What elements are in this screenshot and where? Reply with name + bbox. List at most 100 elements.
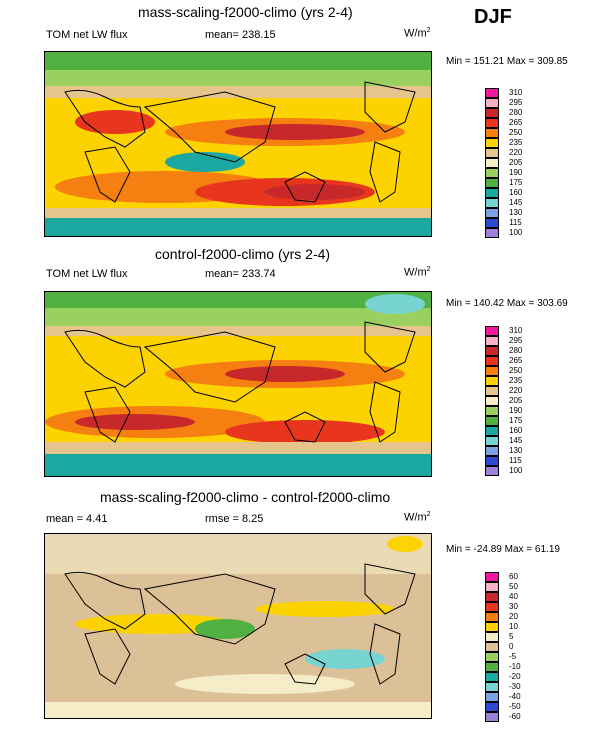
colorbar-label: 250 bbox=[509, 366, 523, 375]
colorbar-label: 60 bbox=[509, 572, 518, 581]
panel-1-variable-label: TOM net LW flux bbox=[46, 29, 128, 41]
colorbar-swatch bbox=[485, 386, 499, 396]
colorbar-label: 310 bbox=[509, 326, 523, 335]
colorbar-label: 40 bbox=[509, 592, 518, 601]
colorbar-swatch bbox=[485, 346, 499, 356]
colorbar-swatch bbox=[485, 208, 499, 218]
colorbar-label: 10 bbox=[509, 622, 518, 631]
colorbar-swatch bbox=[485, 118, 499, 128]
colorbar-label: 205 bbox=[509, 396, 523, 405]
colorbar-swatch bbox=[485, 602, 499, 612]
panel-3-map bbox=[44, 533, 432, 719]
colorbar-label: 30 bbox=[509, 602, 518, 611]
panel-2-variable-label: TOM net LW flux bbox=[46, 268, 128, 280]
season-label: DJF bbox=[474, 6, 512, 28]
panel-1-minmax: Min = 151.21 Max = 309.85 bbox=[446, 56, 568, 67]
colorbar-swatch bbox=[485, 436, 499, 446]
colorbar-label: 175 bbox=[509, 178, 523, 187]
colorbar-label: 145 bbox=[509, 436, 523, 445]
colorbar-swatch bbox=[485, 396, 499, 406]
colorbar-label: 0 bbox=[509, 642, 514, 651]
colorbar-swatch bbox=[485, 582, 499, 592]
colorbar-swatch bbox=[485, 88, 499, 98]
colorbar-swatch bbox=[485, 218, 499, 228]
colorbar-label: -50 bbox=[509, 702, 521, 711]
panel-2-mean: mean= 233.74 bbox=[205, 268, 276, 280]
colorbar-swatch bbox=[485, 138, 499, 148]
colorbar-label: 5 bbox=[509, 632, 514, 641]
panel-1-title: mass-scaling-f2000-climo (yrs 2-4) bbox=[138, 4, 353, 20]
colorbar-label: 190 bbox=[509, 168, 523, 177]
colorbar-label: 280 bbox=[509, 346, 523, 355]
colorbar-swatch bbox=[485, 406, 499, 416]
colorbar-label: 115 bbox=[509, 218, 522, 227]
colorbar-label: 190 bbox=[509, 406, 523, 415]
colorbar-label: 235 bbox=[509, 376, 523, 385]
colorbar-label: 130 bbox=[509, 208, 523, 217]
colorbar-swatch bbox=[485, 376, 499, 386]
colorbar-swatch bbox=[485, 672, 499, 682]
colorbar-label: 115 bbox=[509, 456, 522, 465]
colorbar-swatch bbox=[485, 158, 499, 168]
colorbar-label: -5 bbox=[509, 652, 517, 661]
panel-3-mean: mean = 4.41 bbox=[46, 513, 108, 525]
colorbar-swatch bbox=[485, 188, 499, 198]
colorbar-label: 310 bbox=[509, 88, 523, 97]
colorbar-swatch bbox=[485, 592, 499, 602]
colorbar-label: 160 bbox=[509, 426, 523, 435]
colorbar-label: 220 bbox=[509, 148, 523, 157]
colorbar-label: -40 bbox=[509, 692, 521, 701]
colorbar-label: 250 bbox=[509, 128, 523, 137]
colorbar-label: 100 bbox=[509, 466, 523, 475]
colorbar-label: 130 bbox=[509, 446, 523, 455]
colorbar-swatch bbox=[485, 228, 499, 238]
colorbar-swatch bbox=[485, 178, 499, 188]
colorbar-swatch bbox=[485, 612, 499, 622]
panel-1-mean: mean= 238.15 bbox=[205, 29, 276, 41]
colorbar-swatch bbox=[485, 446, 499, 456]
colorbar-label: -10 bbox=[509, 662, 521, 671]
colorbar-label: -30 bbox=[509, 682, 521, 691]
colorbar-label: 280 bbox=[509, 108, 523, 117]
panel-2-units: W/m2 bbox=[404, 266, 431, 279]
colorbar-swatch bbox=[485, 702, 499, 712]
colorbar-swatch bbox=[485, 632, 499, 642]
colorbar-swatch bbox=[485, 128, 499, 138]
colorbar-swatch bbox=[485, 456, 499, 466]
colorbar-swatch bbox=[485, 98, 499, 108]
colorbar-swatch bbox=[485, 326, 499, 336]
panel-1-units: W/m2 bbox=[404, 27, 431, 40]
panel-3-rmse: rmse = 8.25 bbox=[205, 513, 264, 525]
colorbar-label: 265 bbox=[509, 118, 523, 127]
colorbar-swatch bbox=[485, 572, 499, 582]
colorbar-label: -60 bbox=[509, 712, 521, 721]
colorbar-label: 145 bbox=[509, 198, 523, 207]
colorbar-swatch bbox=[485, 642, 499, 652]
colorbar-swatch bbox=[485, 198, 499, 208]
colorbar-swatch bbox=[485, 682, 499, 692]
colorbar-swatch bbox=[485, 426, 499, 436]
colorbar-label: 220 bbox=[509, 386, 523, 395]
colorbar-label: 20 bbox=[509, 612, 518, 621]
colorbar-label: -20 bbox=[509, 672, 521, 681]
panel-2-minmax: Min = 140.42 Max = 303.69 bbox=[446, 298, 568, 309]
colorbar-label: 235 bbox=[509, 138, 523, 147]
colorbar-swatch bbox=[485, 108, 499, 118]
colorbar-swatch bbox=[485, 366, 499, 376]
colorbar-label: 175 bbox=[509, 416, 523, 425]
colorbar-swatch bbox=[485, 168, 499, 178]
colorbar-label: 50 bbox=[509, 582, 518, 591]
colorbar-label: 100 bbox=[509, 228, 523, 237]
colorbar-swatch bbox=[485, 148, 499, 158]
colorbar-label: 205 bbox=[509, 158, 523, 167]
colorbar-label: 265 bbox=[509, 356, 523, 365]
panel-2-title: control-f2000-climo (yrs 2-4) bbox=[155, 246, 331, 262]
colorbar-swatch bbox=[485, 356, 499, 366]
colorbar-swatch bbox=[485, 466, 499, 476]
colorbar-label: 160 bbox=[509, 188, 523, 197]
colorbar-swatch bbox=[485, 336, 499, 346]
colorbar-swatch bbox=[485, 416, 499, 426]
colorbar-swatch bbox=[485, 712, 499, 722]
colorbar-swatch bbox=[485, 622, 499, 632]
panel-1-map bbox=[44, 51, 432, 237]
